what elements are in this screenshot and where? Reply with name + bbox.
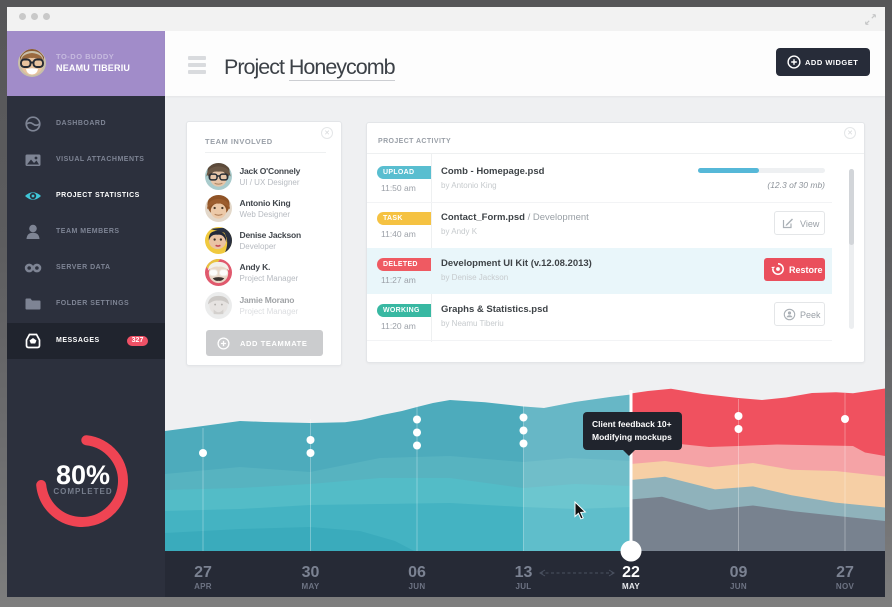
svg-text:09: 09 bbox=[730, 564, 748, 581]
svg-text:JUL: JUL bbox=[515, 582, 531, 591]
svg-text:APR: APR bbox=[194, 582, 212, 591]
svg-text:06: 06 bbox=[408, 564, 426, 581]
svg-text:22: 22 bbox=[622, 564, 640, 581]
svg-text:NOV: NOV bbox=[836, 582, 855, 591]
svg-text:27: 27 bbox=[836, 564, 854, 581]
svg-text:JUN: JUN bbox=[409, 582, 426, 591]
svg-text:13: 13 bbox=[515, 564, 533, 581]
svg-text:27: 27 bbox=[194, 564, 212, 581]
svg-text:MAY: MAY bbox=[622, 582, 640, 591]
svg-text:MAY: MAY bbox=[302, 582, 320, 591]
svg-text:30: 30 bbox=[302, 564, 320, 581]
svg-text:JUN: JUN bbox=[730, 582, 747, 591]
